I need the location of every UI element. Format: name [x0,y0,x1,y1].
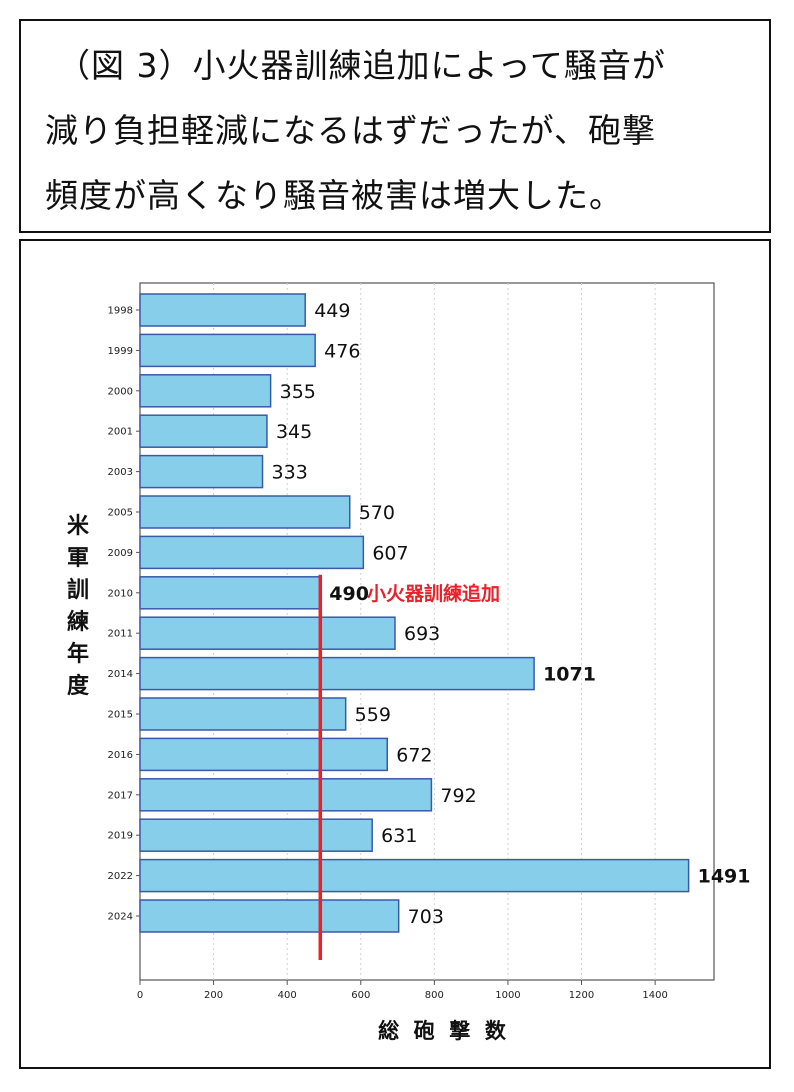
y-tick-label: 2011 [108,629,133,640]
y-tick-label: 2016 [108,750,133,761]
caption-line-2: 減り負担軽減になるはずだったが、砲撃 [45,111,657,150]
y-tick-label: 2024 [108,912,133,923]
bar [139,414,268,448]
bar [139,656,535,691]
value-label: 345 [276,421,312,443]
x-tick-label: 200 [204,990,223,1001]
bar [139,697,347,731]
bar [139,374,272,408]
value-label: 631 [381,825,417,847]
value-label: 1491 [698,866,751,888]
y-tick-label: 2005 [108,508,133,519]
bar-chart: 0 200 400 600 800 1000 1200 1400 1998 449 1999 476 2… [67,282,751,1043]
value-label: 792 [440,785,476,807]
value-label: 570 [359,502,395,524]
bar [139,495,351,529]
caption-box: （図 3）小火器訓練追加によって騒音が 減り負担軽減になるはずだったが、砲撃 頻… [19,19,771,233]
y-tick-label: 2010 [108,588,133,599]
x-tick-label: 1000 [495,990,520,1001]
y-axis-label-char: 練 [67,609,89,635]
bar [139,818,373,852]
y-tick-label: 2022 [108,871,133,882]
bar [139,616,396,650]
x-tick-label: 1400 [642,990,667,1001]
value-label: 703 [408,906,444,928]
x-axis-label: 総 砲 撃 数 [378,1019,507,1043]
value-label: 355 [280,381,316,403]
x-tick-label: 1200 [569,990,594,1001]
bar [139,858,690,893]
value-label: 476 [324,340,360,362]
bar [139,576,322,610]
bar [139,454,264,489]
y-tick-label: 2019 [108,831,133,842]
value-label: 672 [396,744,432,766]
x-tick-label: 800 [425,990,444,1001]
annotation-text: 小火器訓練追加 [367,582,500,605]
y-axis-label-char: 米 [67,514,90,539]
y-tick-label: 2000 [108,386,133,397]
y-tick-label: 2014 [108,669,133,680]
value-label: 693 [404,623,440,645]
figure-box: 0 200 400 600 800 1000 1200 1400 1998 449 1999 476 2… [19,239,771,1069]
x-tick-label: 600 [351,990,370,1001]
bar [139,293,306,327]
y-tick-label: 2015 [108,710,133,721]
bar [139,535,365,570]
value-label: 333 [272,462,308,484]
y-tick-label: 2009 [108,548,133,559]
y-tick-label: 2003 [108,467,133,478]
bar [139,899,400,933]
y-axis-label-char: 度 [67,673,90,699]
caption-line-1: （図 3）小火器訓練追加によって騒音が [57,46,666,85]
x-tick-label: 0 [137,990,143,1001]
y-axis-label-char: 訓 [67,577,89,603]
value-label: 607 [372,542,408,564]
x-tick-label: 400 [278,990,297,1001]
value-label: 449 [314,300,350,322]
value-label: 1071 [543,664,596,686]
y-tick-label: 1998 [108,306,133,317]
y-axis-label-char: 年 [67,641,89,667]
y-tick-label: 2017 [108,790,133,801]
bar [139,333,316,368]
y-tick-label: 2001 [108,427,133,438]
bar [139,737,389,772]
caption-line-3: 頻度が高くなり騒音被害は増大した。 [45,176,623,215]
bar [139,778,433,812]
value-label: 490 [329,583,369,605]
value-label: 559 [355,704,391,726]
y-tick-label: 1999 [108,346,133,357]
y-axis-label-char: 軍 [67,546,89,571]
